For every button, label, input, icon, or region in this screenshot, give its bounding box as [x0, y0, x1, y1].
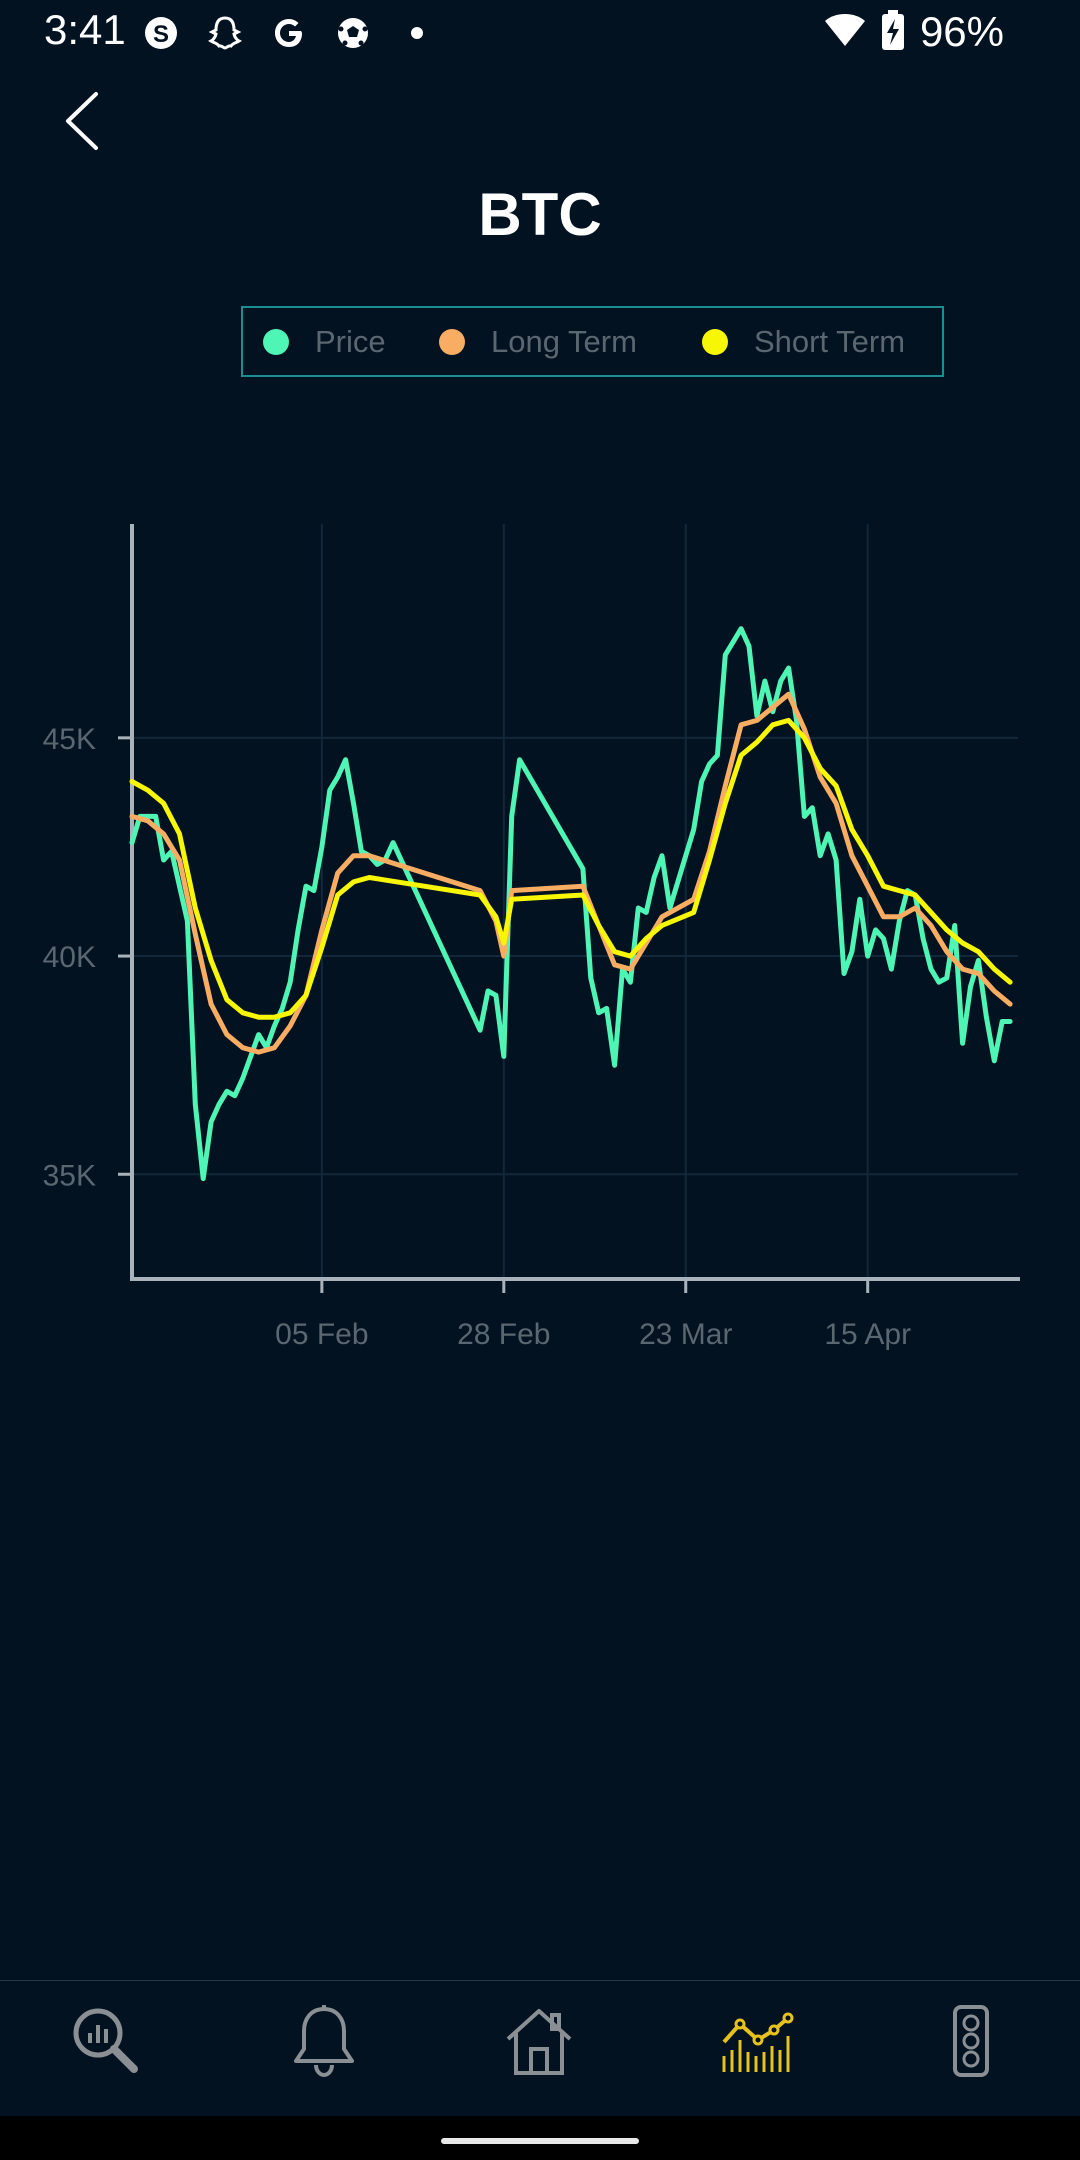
legend-label-long-term: Long Term [491, 323, 637, 359]
back-button[interactable] [56, 88, 112, 154]
x-tick-label-2: 23 Mar [639, 1318, 732, 1351]
battery-charging-icon [880, 9, 906, 56]
soccer-ball-icon [332, 12, 374, 54]
x-tick-label-1: 28 Feb [457, 1318, 550, 1351]
nav-analytics[interactable] [56, 1991, 156, 2091]
analytics-search-icon [73, 2008, 138, 2073]
dot-icon [396, 12, 438, 54]
legend-dot-long-term [439, 328, 465, 355]
home-indicator[interactable] [441, 2138, 639, 2144]
legend-label-price: Price [315, 323, 386, 359]
page-title: BTC [478, 181, 602, 248]
snapchat-icon [204, 12, 246, 54]
google-icon [268, 12, 310, 54]
nav-signals[interactable] [921, 1991, 1021, 2091]
series-line-short-term [129, 717, 1013, 1020]
legend-dot-price [263, 328, 289, 355]
series-line-long-term [129, 691, 1013, 1055]
chart-legend: Price Long Term Short Term [241, 306, 944, 377]
wifi-icon [824, 12, 866, 53]
status-bar: 3:41 S 96% [0, 0, 1080, 66]
legend-item-price[interactable]: Price [263, 308, 386, 375]
series-line-price [129, 626, 1013, 1182]
chart-icon [722, 2012, 794, 2072]
btc-line-chart: 35K 40K 45K 05 Feb 28 Feb 23 Mar 15 Apr [43, 524, 1020, 1351]
svg-text:S: S [153, 21, 169, 48]
x-tick-label-0: 05 Feb [275, 1318, 368, 1351]
x-tick-label-3: 15 Apr [824, 1318, 911, 1351]
status-time: 3:41 [44, 6, 126, 53]
legend-item-short-term[interactable]: Short Term [702, 308, 905, 375]
legend-item-long-term[interactable]: Long Term [439, 308, 637, 375]
legend-label-short-term: Short Term [754, 323, 906, 359]
battery-percentage: 96% [919, 8, 1004, 55]
bottom-navigation [0, 1980, 1080, 2116]
nav-charts[interactable] [706, 1991, 806, 2091]
back-arrow-icon [66, 92, 98, 150]
home-icon [506, 2009, 572, 2075]
nav-home[interactable] [489, 1991, 589, 2091]
traffic-light-icon [953, 2005, 989, 2077]
skype-icon: S [140, 12, 182, 54]
y-tick-label-2: 45K [43, 723, 96, 756]
system-icons: 96% [824, 8, 1004, 56]
bell-icon [294, 2005, 354, 2078]
y-tick-label-1: 40K [43, 941, 96, 974]
nav-alerts[interactable] [274, 1991, 374, 2091]
notification-icons: S [140, 12, 438, 54]
y-tick-label-0: 35K [43, 1159, 96, 1192]
legend-dot-short-term [702, 328, 728, 355]
